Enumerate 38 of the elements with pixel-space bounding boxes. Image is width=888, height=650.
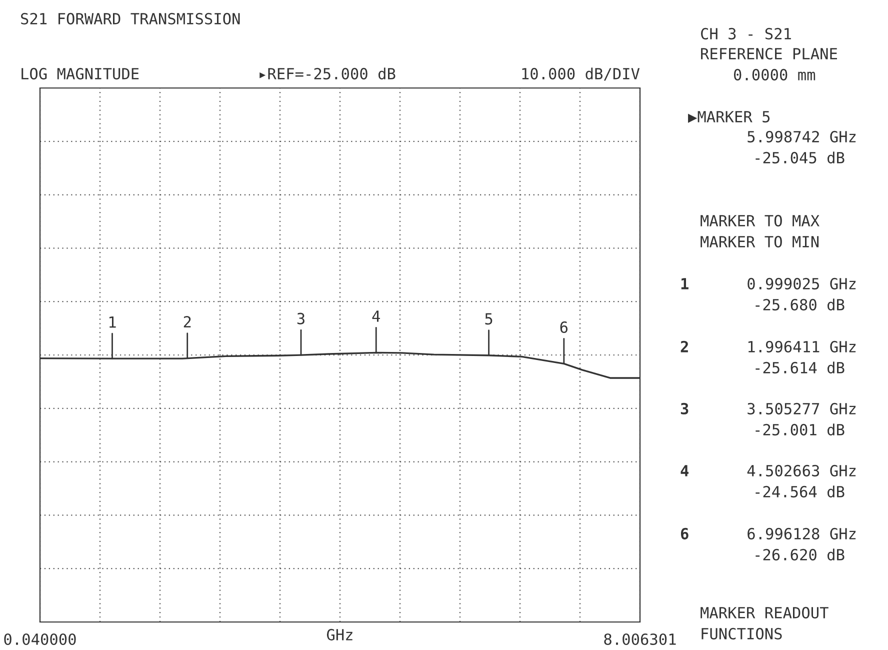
text: 4.502663 GHz (747, 464, 856, 476)
text: 3 (680, 402, 688, 414)
text: 1 (681, 278, 688, 290)
annotation: 6 (560, 321, 568, 333)
annotation: 1 (109, 316, 116, 328)
text: ▶MARKER 5 (688, 111, 770, 123)
annotation: 5 (485, 313, 492, 325)
text: -24.564 dB (756, 486, 844, 498)
text: 6.996128 GHz (748, 528, 856, 540)
text: 2 (680, 340, 688, 352)
text: ▸REF=-25.000 dB (260, 68, 396, 80)
text: 1.996411 GHz (748, 340, 856, 352)
annotation: 4 (372, 310, 380, 322)
annotation: 2 (184, 316, 191, 328)
text: 3.505277 GHz (748, 402, 856, 414)
text: 6 (680, 528, 688, 540)
chart-title: S21 FORWARD TRANSMISSION (21, 12, 240, 24)
text: -25.614 dB (756, 362, 844, 374)
text: 4 (680, 465, 689, 476)
text: -25.680 dB (756, 298, 844, 310)
text: CH 3 - S21 (701, 28, 791, 40)
text: MARKER TO MIN (700, 236, 819, 248)
annotation: 3 (297, 312, 304, 324)
x-tick-label: 0.040000 (4, 633, 76, 646)
text: 0.999025 GHz (748, 278, 856, 290)
chart-subtitle: LOG MAGNITUDE (22, 68, 139, 80)
text: -25.045 dB (756, 152, 844, 164)
text: REFERENCE PLANE (701, 48, 837, 60)
text: MARKER TO MAX (700, 214, 820, 226)
text: 0.0000 mm (734, 68, 816, 80)
text: 5.998742 GHz (748, 130, 856, 142)
text: 10.000 dB/DIV (522, 68, 640, 81)
x-axis-title: GHz (326, 628, 352, 640)
text: FUNCTIONS (702, 628, 782, 640)
text: MARKER READOUT (700, 606, 828, 618)
text: -25.001 dB (756, 424, 844, 436)
x-tick-label: 8.006301 (604, 633, 676, 646)
text: -26.620 dB (756, 548, 844, 560)
